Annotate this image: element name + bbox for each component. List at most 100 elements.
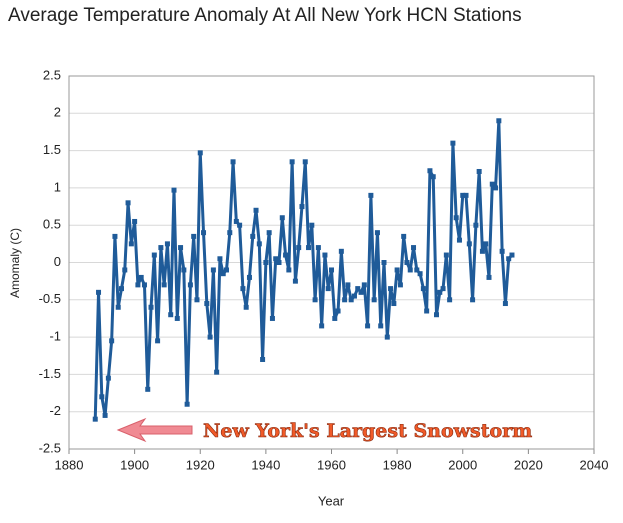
x-axis-label: Year [318, 493, 345, 508]
point [427, 168, 433, 174]
point [322, 252, 328, 258]
point [299, 204, 305, 210]
point [374, 230, 380, 236]
point [161, 282, 167, 288]
point [214, 369, 220, 375]
point [502, 301, 508, 307]
x-tick-label: 1960 [317, 457, 346, 472]
point [388, 286, 394, 292]
point [397, 282, 403, 288]
point [335, 308, 341, 314]
x-tick-label: 1940 [251, 457, 280, 472]
y-tick-label: 2 [54, 105, 61, 120]
point [407, 267, 413, 273]
point [479, 248, 485, 254]
point [437, 289, 443, 295]
y-tick-label: -2 [49, 403, 61, 418]
point [92, 416, 98, 422]
point [151, 252, 157, 258]
point [128, 241, 134, 247]
point [279, 215, 285, 221]
point [315, 245, 321, 251]
point [115, 304, 121, 310]
point [102, 412, 108, 418]
x-tick-label: 1980 [383, 457, 412, 472]
point [345, 282, 351, 288]
point [99, 394, 105, 400]
point [296, 245, 302, 251]
y-tick-label: 0 [54, 254, 61, 269]
point [210, 267, 216, 273]
point [141, 282, 147, 288]
point [164, 241, 170, 247]
point [401, 233, 407, 239]
point [493, 185, 499, 191]
point [414, 267, 420, 273]
point [417, 271, 423, 277]
point [473, 222, 479, 228]
point [381, 260, 387, 265]
point [302, 159, 308, 165]
point [96, 289, 102, 295]
point [148, 304, 154, 310]
x-tick-label: 2020 [514, 457, 543, 472]
point [292, 278, 298, 284]
point [443, 252, 449, 258]
point [184, 401, 190, 407]
point [420, 286, 426, 292]
point [266, 230, 272, 236]
point [368, 192, 374, 198]
y-tick-label: -1.5 [39, 366, 61, 381]
point [355, 286, 361, 292]
point [119, 286, 124, 292]
y-tick-label: 0.5 [43, 217, 61, 232]
point [489, 181, 495, 187]
point [463, 192, 469, 198]
y-axis-label: Amomaly (C) [8, 228, 22, 298]
point [342, 297, 348, 303]
point [181, 267, 187, 273]
point [411, 245, 417, 251]
y-tick-label: 1 [54, 179, 61, 194]
point [217, 256, 223, 262]
point [253, 207, 259, 213]
point [125, 200, 131, 206]
point [187, 282, 193, 288]
point [319, 323, 325, 329]
point [230, 159, 236, 165]
point [260, 356, 266, 362]
point [135, 282, 141, 288]
point [434, 312, 439, 318]
point [289, 159, 295, 165]
x-tick-label: 2040 [580, 457, 609, 472]
point [351, 293, 357, 299]
point [394, 267, 400, 273]
point [483, 241, 489, 247]
point [338, 248, 344, 254]
point [509, 252, 515, 258]
x-tick-label: 2000 [448, 457, 477, 472]
point [194, 297, 200, 303]
point [237, 222, 243, 228]
point [365, 323, 371, 329]
point [112, 233, 118, 239]
point [227, 230, 233, 236]
point [384, 334, 390, 340]
y-tick-label: -1 [49, 329, 61, 344]
point [332, 315, 338, 321]
x-tick-label: 1880 [55, 457, 84, 472]
point [168, 312, 174, 318]
point [263, 260, 269, 265]
annotation-arrow [116, 417, 193, 443]
point [447, 297, 453, 303]
point [440, 286, 446, 292]
point [470, 297, 476, 303]
point [453, 215, 459, 221]
point [105, 375, 111, 381]
point [309, 222, 315, 228]
x-tick-label: 1920 [186, 457, 215, 472]
point [391, 301, 397, 307]
point [250, 233, 256, 239]
point [424, 308, 430, 314]
